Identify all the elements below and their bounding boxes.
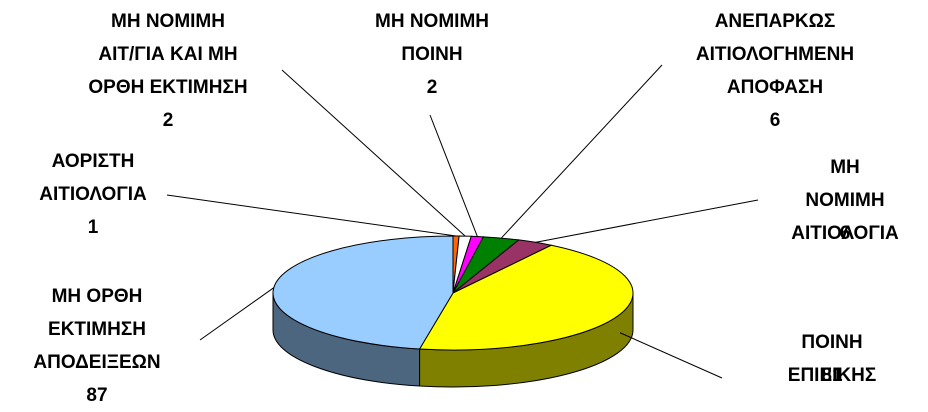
value-label: 87 (86, 385, 108, 406)
value-label: 1 (87, 217, 99, 238)
leader-line (500, 64, 663, 239)
leader-line (429, 114, 478, 237)
value-label: 81 (821, 365, 843, 386)
data-label: ΜΗ ΟΡΘΗ ΕΚΤΙΜΗΣΗ ΑΠΟΔΕΙΞΕΩΝ (33, 286, 161, 373)
leader-line (281, 69, 466, 237)
value-label: 6 (839, 223, 851, 244)
leader-line (166, 194, 457, 237)
slice (272, 235, 454, 350)
leader-line (535, 199, 759, 243)
data-label: ΑΝΕΠΑΡΚΩΣ ΑΙΤΙΟΛΟΓΗΜΕΝΗ ΑΠΟΦΑΣΗ (695, 11, 855, 98)
value-label: 6 (769, 110, 781, 131)
leader-line (199, 287, 275, 341)
value-label: 2 (162, 110, 174, 131)
value-label: 2 (426, 77, 438, 98)
data-label: ΑΟΡΙΣΤΗ ΑΙΤΙΟΛΟΓΙΑ (39, 151, 147, 205)
data-label: ΜΗ ΝΟΜΙΜΗ ΑΙΤΙΟΛΟΓΙΑ (791, 157, 899, 244)
data-label: ΜΗ ΝΟΜΙΜΗ ΠΟΙΝΗ (375, 11, 489, 65)
slice (418, 244, 634, 351)
data-label: ΜΗ ΝΟΜΙΜΗ ΑΙΤ/ΓΙΑ ΚΑΙ ΜΗ ΟΡΘΗ ΕΚΤΙΜΗΣΗ (88, 11, 248, 98)
leader-line (619, 332, 723, 379)
data-label: ΠΟΙΝΗ ΕΠΙΕΙΚΗΣ (787, 332, 877, 386)
